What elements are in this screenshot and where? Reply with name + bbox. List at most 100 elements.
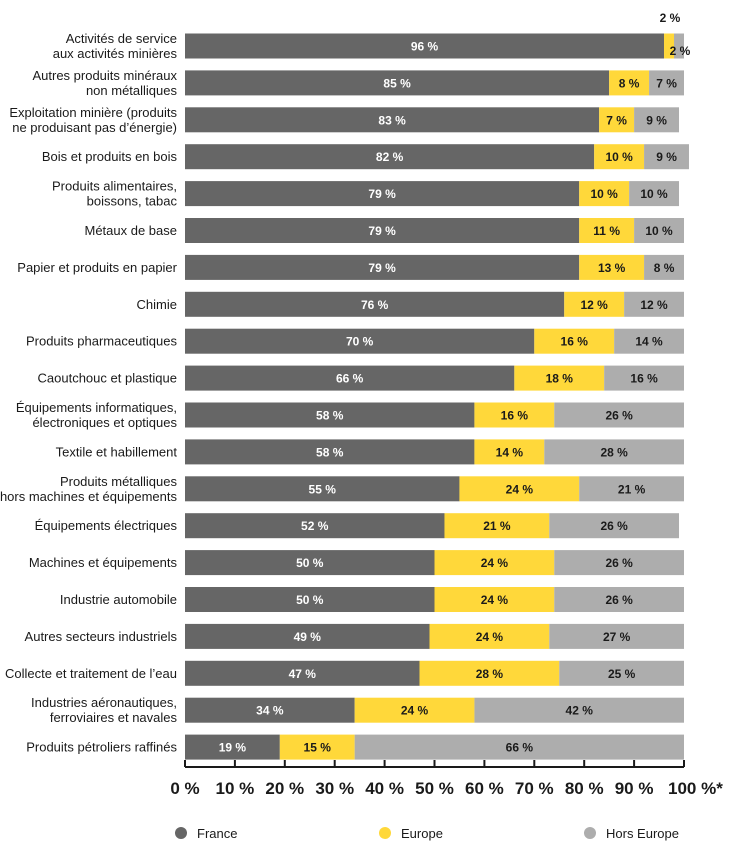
data-label: 14 % xyxy=(635,335,663,349)
bar-segment xyxy=(644,254,684,280)
x-tick-label: 70 % xyxy=(515,779,554,798)
bar-segment xyxy=(354,734,684,760)
x-tick-label: 0 % xyxy=(170,779,199,798)
x-tick-label: 50 % xyxy=(415,779,454,798)
data-label: 70 % xyxy=(346,335,374,349)
bar-segment xyxy=(474,402,555,428)
bar-segment xyxy=(514,365,605,391)
data-label: 79 % xyxy=(368,187,396,201)
data-label: 11 % xyxy=(593,224,620,238)
bar-segment xyxy=(185,144,595,170)
data-label: 26 % xyxy=(605,409,633,423)
category-label: ne produisant pas d’énergie) xyxy=(12,120,177,135)
bar-segment xyxy=(579,476,684,502)
x-tick-label: 100 %* xyxy=(668,779,723,798)
bar-segment xyxy=(185,107,600,133)
bar-segment xyxy=(554,587,684,612)
data-label: 83 % xyxy=(378,113,406,127)
bar-segment xyxy=(474,697,684,723)
bar-segment xyxy=(185,660,420,686)
category-label: aux activités minières xyxy=(53,46,178,61)
data-label: 76 % xyxy=(361,298,389,312)
data-label: 2 % xyxy=(670,44,691,58)
category-label: Produits pétroliers raffinés xyxy=(26,740,177,755)
bar-segment xyxy=(604,365,684,391)
data-label: 10 % xyxy=(590,187,618,201)
bar-segment xyxy=(444,513,550,539)
bar-segment xyxy=(549,513,680,539)
bar-segment xyxy=(579,218,635,243)
bar-segment xyxy=(185,734,280,760)
bar-segment xyxy=(185,218,580,243)
data-label: 12 % xyxy=(581,298,609,312)
category-label: Équipements électriques xyxy=(35,518,178,533)
data-label: 26 % xyxy=(605,556,633,570)
data-label: 16 % xyxy=(630,372,658,386)
bar-segment xyxy=(634,107,680,133)
bar-segment xyxy=(549,623,684,649)
data-label: 9 % xyxy=(656,150,677,164)
x-tick-label: 80 % xyxy=(565,779,604,798)
data-label: 66 % xyxy=(506,741,534,755)
legend: France Europe Hors Europe xyxy=(175,826,679,841)
category-label: Industrie automobile xyxy=(60,592,177,607)
legend-label: Europe xyxy=(401,826,443,841)
data-label: 10 % xyxy=(645,224,673,238)
data-label: 96 % xyxy=(411,40,439,54)
category-label: Machines et équipements xyxy=(29,555,178,570)
bar-segment xyxy=(429,623,550,649)
legend-swatch xyxy=(584,827,596,839)
data-label: 8 % xyxy=(619,76,640,90)
data-label: 24 % xyxy=(481,556,509,570)
data-label: 26 % xyxy=(605,593,633,607)
data-label: 52 % xyxy=(301,519,329,533)
bar-segment xyxy=(599,107,635,133)
legend-swatch xyxy=(175,827,187,839)
x-tick-label: 40 % xyxy=(365,779,404,798)
category-label: Collecte et traitement de l’eau xyxy=(5,666,177,681)
bar-segment xyxy=(459,476,580,502)
x-tick-label: 30 % xyxy=(315,779,354,798)
bar-segment xyxy=(624,291,684,317)
category-label: Activités de service xyxy=(66,31,177,46)
data-label: 16 % xyxy=(501,409,529,423)
data-label: 12 % xyxy=(640,298,668,312)
bar-segment xyxy=(534,328,615,354)
bar-segment xyxy=(354,697,475,723)
data-label: 21 % xyxy=(483,519,511,533)
bar-segment xyxy=(279,734,355,760)
data-label: 66 % xyxy=(336,372,364,386)
bar-segment xyxy=(594,144,645,170)
data-label: 19 % xyxy=(219,741,247,755)
category-label: Bois et produits en bois xyxy=(42,149,178,164)
data-label: 24 % xyxy=(401,704,429,718)
x-tick-label: 10 % xyxy=(216,779,255,798)
bar-segment xyxy=(554,550,684,576)
data-label: 42 % xyxy=(566,704,594,718)
category-label: ferroviaires et navales xyxy=(50,710,178,725)
category-label: Produits pharmaceutiques xyxy=(26,334,178,349)
bar-segment xyxy=(609,70,650,96)
legend-label: France xyxy=(197,826,237,841)
bar-segment xyxy=(185,70,610,96)
x-tick-label: 60 % xyxy=(465,779,504,798)
category-label: non métalliques xyxy=(86,83,178,98)
bar-segment xyxy=(649,70,684,96)
bar-segment xyxy=(185,402,475,428)
data-label: 55 % xyxy=(309,482,337,496)
bar-segment xyxy=(434,587,555,612)
data-label: 7 % xyxy=(606,113,627,127)
category-label: Caoutchouc et plastique xyxy=(38,371,177,386)
bar-segment xyxy=(185,587,435,612)
bar-segment xyxy=(554,402,684,428)
category-label: Autres secteurs industriels xyxy=(25,629,178,644)
data-label: 58 % xyxy=(316,409,344,423)
category-label: Exploitation minière (produits xyxy=(9,105,177,120)
category-label: Produits métalliques xyxy=(60,474,178,489)
data-label: 28 % xyxy=(476,667,504,681)
bar-segment xyxy=(185,697,355,723)
bar-segment xyxy=(474,439,545,465)
category-label: Métaux de base xyxy=(84,223,177,238)
